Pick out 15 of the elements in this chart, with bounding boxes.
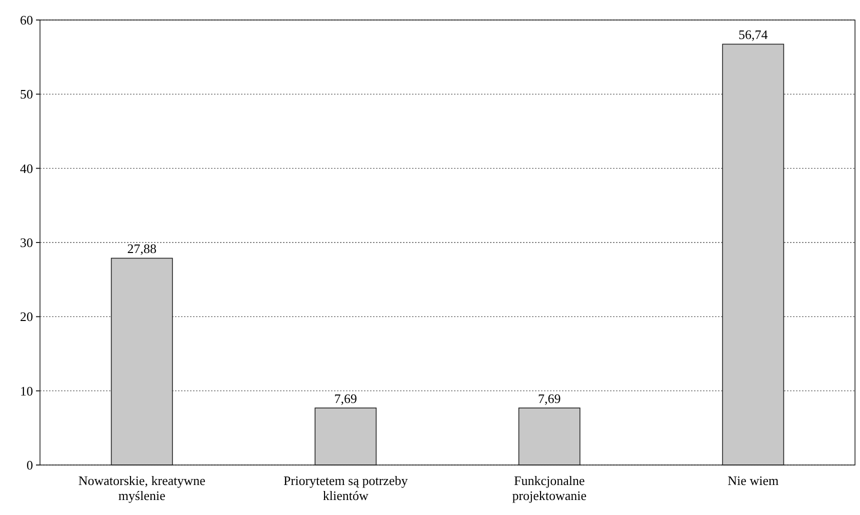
y-tick-label: 30 bbox=[20, 235, 33, 250]
y-tick-label: 50 bbox=[20, 86, 33, 102]
x-tick-label: Nie wiem bbox=[728, 473, 779, 488]
y-tick-label: 0 bbox=[26, 458, 33, 473]
data-label: 7,69 bbox=[538, 390, 561, 406]
x-tick-label: Funkcjonalne projektowanie bbox=[512, 473, 587, 503]
data-label: 56,74 bbox=[738, 27, 768, 42]
y-tick-label: 20 bbox=[20, 309, 33, 324]
y-tick-label: 60 bbox=[20, 12, 33, 28]
data-label: 7,69 bbox=[334, 390, 357, 406]
data-label: 27,88 bbox=[127, 241, 156, 256]
y-tick-label: 40 bbox=[20, 160, 33, 176]
x-tick-label: Priorytetem są potrzeby klientów bbox=[284, 473, 408, 503]
x-tick-label: Nowatorskie, kreatywne myślenie bbox=[78, 473, 206, 503]
y-tick-label: 10 bbox=[20, 383, 33, 398]
